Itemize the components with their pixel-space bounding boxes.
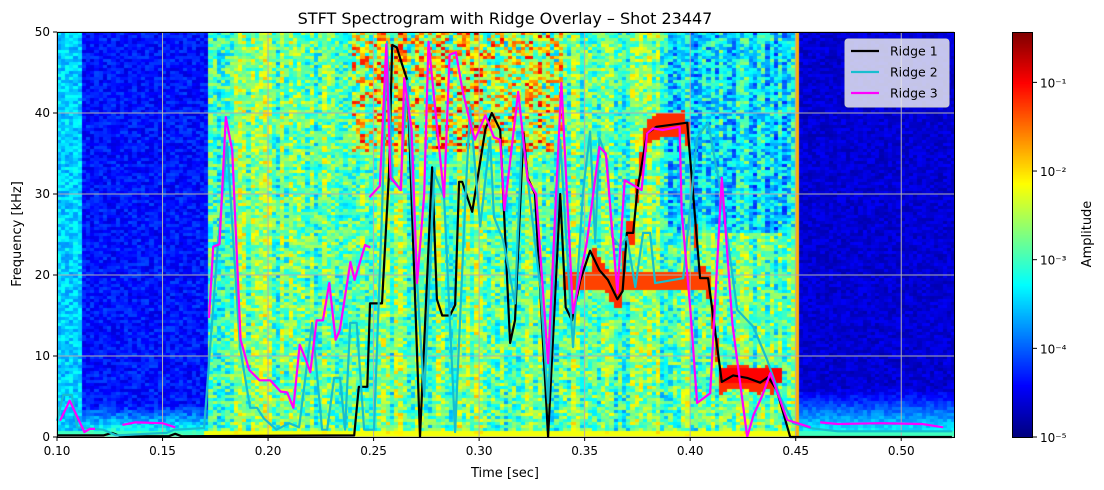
colorbar-label: Amplitude [1080,201,1095,268]
y-axis-ticks: 0 10 20 30 40 50 [35,25,57,444]
x-tick-label: 0.40 [677,444,704,458]
x-tick-label: 0.10 [44,444,71,458]
x-axis-label: Time [sec] [470,466,539,481]
colorbar-tick-label: 10⁻¹ [1040,76,1067,90]
ridge-3-line [59,40,944,439]
plot-frame [57,32,955,438]
x-tick-label: 0.20 [255,444,282,458]
chart-title: STFT Spectrogram with Ridge Overlay – Sh… [298,9,713,28]
x-tick-label: 0.15 [149,444,176,458]
colorbar-frame [1012,32,1033,438]
x-tick-label: 0.25 [360,444,387,458]
legend-box [844,38,950,108]
y-tick-label: 30 [35,187,50,201]
ridge-2-line [55,40,953,437]
ridge-1-line [57,43,952,439]
x-tick-label: 0.30 [466,444,493,458]
colorbar-tick-label: 10⁻² [1040,165,1067,179]
colorbar-tick-label: 10⁻³ [1040,254,1067,268]
y-tick-label: 50 [35,25,50,39]
legend: Ridge 1 Ridge 2 Ridge 3 [844,38,950,108]
colorbar-tick-label: 10⁻⁴ [1040,342,1067,356]
legend-label-ridge-2: Ridge 2 [890,65,938,80]
legend-label-ridge-3: Ridge 3 [890,86,938,101]
ridge-lines [55,40,953,439]
x-tick-label: 0.50 [888,444,915,458]
colorbar-tick-label: 10⁻⁵ [1040,431,1067,445]
y-tick-label: 20 [35,268,50,282]
x-tick-label: 0.35 [571,444,598,458]
y-tick-label: 40 [35,106,50,120]
y-tick-label: 0 [42,430,50,444]
legend-label-ridge-1: Ridge 1 [890,44,938,59]
colorbar-gradient [1012,32,1033,437]
y-tick-label: 10 [35,349,50,363]
colorbar-ticks: 10⁻⁵ 10⁻⁴ 10⁻³ 10⁻² 10⁻¹ [1033,76,1067,445]
y-axis-label: Frequency [kHz] [10,181,25,287]
x-tick-label: 0.45 [782,444,809,458]
x-axis-ticks: 0.10 0.15 0.20 0.25 0.30 0.35 0.40 0.45 0.50 [44,437,915,458]
